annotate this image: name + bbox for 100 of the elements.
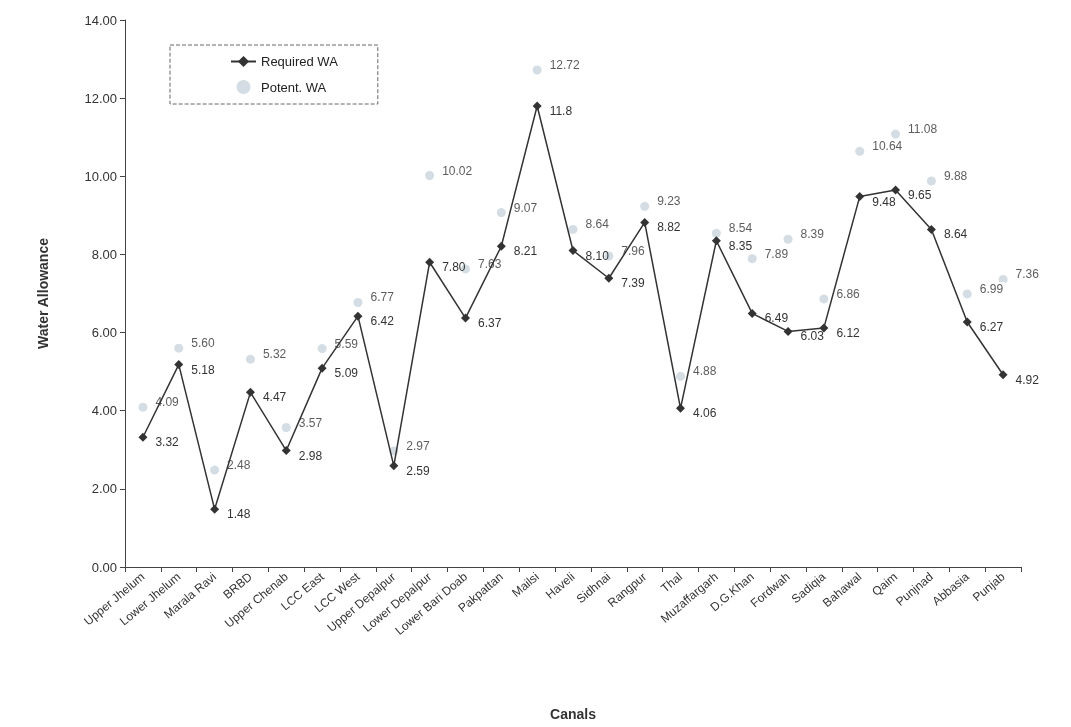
point — [962, 289, 972, 299]
data-label: 12.72 — [549, 58, 581, 73]
point — [926, 224, 936, 234]
y-tick-label: 2.00 — [91, 481, 117, 497]
data-label: 7.36 — [1015, 267, 1040, 282]
data-label: 1.48 — [227, 507, 251, 522]
point — [855, 146, 865, 156]
point — [783, 326, 793, 336]
data-label: 4.47 — [262, 390, 287, 405]
point — [568, 224, 578, 234]
data-label: 8.82 — [657, 220, 681, 235]
y-tick-label: 12.00 — [84, 90, 117, 106]
data-label: 9.23 — [657, 194, 681, 209]
point — [676, 371, 686, 381]
point — [496, 241, 506, 251]
data-label: 9.65 — [908, 187, 932, 202]
point — [998, 370, 1008, 380]
point — [174, 360, 184, 370]
legend-label: Potent. WA — [261, 79, 327, 95]
y-tick-label: 14.00 — [84, 12, 117, 28]
data-label: 10.64 — [872, 139, 903, 154]
point — [855, 192, 865, 202]
point — [891, 185, 901, 195]
data-label: 2.97 — [406, 438, 430, 453]
data-label: 6.86 — [836, 286, 861, 301]
point — [676, 403, 686, 413]
y-tick-label: 10.00 — [84, 168, 117, 184]
point — [711, 228, 721, 238]
point — [532, 101, 542, 111]
data-label: 11.8 — [549, 103, 573, 118]
y-tick-label: 0.00 — [91, 559, 117, 575]
point — [317, 344, 327, 354]
data-label: 8.64 — [943, 227, 968, 242]
data-label: 9.07 — [513, 200, 538, 215]
data-label: 7.89 — [764, 246, 789, 261]
data-label: 5.18 — [191, 362, 215, 377]
data-label: 4.88 — [693, 364, 717, 379]
point — [496, 208, 506, 218]
x-axis-title: Canals — [550, 706, 597, 722]
point — [962, 317, 972, 327]
point — [819, 323, 829, 333]
data-label: 6.37 — [477, 316, 502, 331]
point — [138, 402, 148, 412]
y-tick-label: 8.00 — [91, 246, 117, 262]
point — [353, 297, 363, 307]
data-label: 8.10 — [585, 248, 610, 263]
data-label: 6.12 — [836, 325, 861, 340]
point — [353, 311, 363, 321]
point — [174, 343, 184, 353]
y-tick-label: 4.00 — [91, 403, 117, 419]
data-label: 7.39 — [621, 276, 646, 291]
legend-label: Required WA — [261, 54, 339, 69]
data-label: 6.77 — [370, 290, 395, 305]
point — [389, 461, 399, 471]
data-label: 3.32 — [155, 435, 180, 450]
point — [568, 246, 578, 256]
data-label: 5.32 — [262, 347, 287, 362]
point — [138, 432, 148, 442]
point — [281, 446, 291, 456]
data-label: 5.60 — [191, 336, 215, 351]
point — [747, 308, 757, 318]
data-label: 9.88 — [943, 168, 968, 183]
point — [317, 363, 327, 373]
point — [604, 273, 614, 283]
point — [711, 236, 721, 246]
data-label: 7.80 — [442, 260, 466, 275]
data-label: 4.06 — [693, 406, 717, 421]
point — [891, 129, 901, 139]
data-label: 6.27 — [979, 320, 1004, 335]
point — [926, 176, 936, 186]
point — [245, 387, 255, 397]
point — [245, 354, 255, 364]
y-axis-title: Water Allowance — [35, 237, 51, 349]
data-label: 2.98 — [298, 448, 323, 463]
data-label: 6.42 — [370, 314, 395, 329]
data-label: 8.35 — [728, 238, 753, 253]
y-tick-label: 6.00 — [91, 325, 117, 341]
data-label: 11.08 — [908, 122, 938, 137]
data-label: 6.99 — [979, 281, 1004, 296]
point — [783, 234, 793, 244]
point — [640, 217, 650, 227]
point — [460, 313, 470, 323]
data-label: 8.39 — [800, 227, 825, 242]
point — [532, 65, 542, 75]
point — [640, 201, 650, 211]
data-label: 8.21 — [513, 244, 538, 259]
point — [425, 257, 435, 267]
data-label: 2.59 — [406, 463, 430, 478]
data-label: 5.09 — [334, 366, 359, 381]
point — [425, 171, 435, 180]
point — [210, 465, 220, 475]
data-label: 8.54 — [728, 221, 753, 236]
data-label: 6.03 — [800, 329, 825, 344]
data-label: 3.57 — [298, 415, 323, 430]
data-label: 4.92 — [1015, 372, 1040, 387]
point — [747, 254, 757, 264]
data-label: 9.48 — [872, 194, 896, 209]
data-label: 8.64 — [585, 217, 610, 232]
point — [819, 294, 829, 304]
data-label: 10.02 — [442, 163, 473, 178]
